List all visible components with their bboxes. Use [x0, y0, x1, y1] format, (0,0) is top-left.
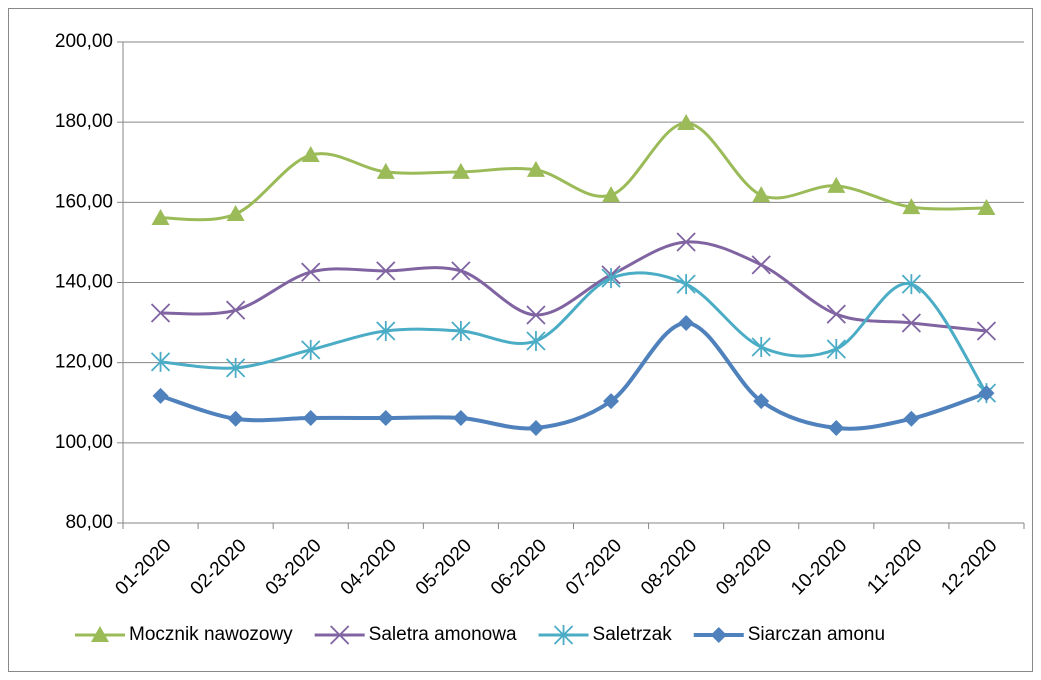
y-tick-label: 120,00 — [55, 352, 113, 373]
marker — [676, 232, 696, 252]
y-tick-label: 100,00 — [55, 432, 113, 453]
marker — [150, 351, 171, 372]
marker — [676, 274, 696, 295]
y-tick-label: 160,00 — [55, 191, 113, 212]
marker — [451, 261, 471, 281]
marker — [451, 321, 471, 342]
marker — [827, 176, 846, 193]
marker — [302, 409, 319, 426]
y-tick-label: 200,00 — [55, 31, 113, 52]
marker — [678, 314, 695, 331]
marker — [901, 313, 922, 333]
y-tick-label: 140,00 — [55, 272, 113, 293]
marker — [677, 113, 696, 130]
marker — [225, 300, 246, 320]
marker — [901, 274, 922, 295]
marker — [301, 339, 321, 360]
marker — [710, 627, 727, 643]
legend-label: Saletrzak — [593, 624, 673, 645]
legend-label: Mocznik nawozowy — [129, 624, 293, 645]
marker — [330, 625, 350, 645]
marker — [752, 186, 771, 203]
marker — [903, 410, 920, 427]
marker — [151, 208, 170, 225]
marker — [301, 262, 321, 282]
marker — [751, 255, 771, 275]
marker — [601, 268, 621, 289]
chart-border — [8, 8, 1033, 672]
marker — [227, 410, 244, 427]
marker — [902, 198, 921, 215]
marker — [526, 305, 546, 325]
marker — [91, 626, 109, 642]
marker — [451, 162, 470, 179]
marker — [150, 303, 171, 323]
marker — [226, 204, 245, 221]
marker — [526, 331, 546, 352]
marker — [828, 420, 845, 437]
marker — [826, 304, 846, 324]
marker — [376, 162, 395, 179]
marker — [452, 409, 469, 426]
marker — [978, 385, 995, 402]
marker — [376, 321, 396, 342]
marker — [225, 357, 246, 378]
y-tick-label: 80,00 — [65, 512, 113, 533]
marker — [977, 198, 996, 215]
marker — [152, 387, 169, 404]
marker — [976, 321, 997, 341]
marker — [826, 339, 846, 360]
marker — [602, 186, 621, 203]
marker — [527, 420, 544, 437]
marker — [376, 261, 396, 281]
marker — [553, 625, 574, 645]
marker — [526, 160, 545, 177]
legend-label: Saletra amonowa — [369, 624, 517, 645]
marker — [301, 146, 320, 163]
marker — [753, 393, 770, 410]
legend-label: Siarczan amonu — [748, 624, 885, 645]
y-tick-label: 180,00 — [55, 111, 113, 132]
marker — [751, 337, 771, 358]
marker — [603, 393, 620, 410]
marker — [377, 409, 394, 426]
